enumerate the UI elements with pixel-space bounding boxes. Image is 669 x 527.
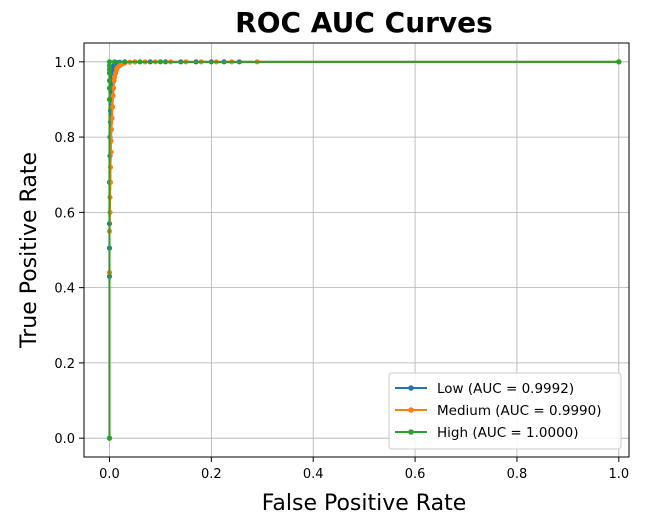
y-axis-label: True Positive Rate [17, 152, 42, 349]
data-point [106, 59, 113, 65]
data-point [106, 96, 113, 103]
series-layer [106, 59, 622, 441]
series-3 [106, 59, 622, 441]
legend-box [388, 372, 622, 450]
ticks: 0.0 0.2 0.4 0.6 0.8 1.0 0.0 0.2 0.4 0.6 0.8 1.0 [54, 56, 629, 482]
data-point [157, 59, 163, 65]
data-point [106, 62, 113, 69]
y-tick-label: 0.6 [54, 206, 75, 221]
legend-label: Low (AUC = 0.9992) [437, 381, 574, 397]
legend-marker [408, 429, 414, 435]
legend-marker [408, 407, 414, 413]
data-point [616, 59, 622, 65]
chart-title: ROC AUC Curves [235, 6, 493, 39]
x-axis-label: False Positive Rate [262, 491, 466, 516]
data-point [109, 104, 116, 110]
y-tick-label: 0.4 [54, 282, 75, 297]
x-tick-label: 0.4 [303, 467, 324, 482]
y-tick-label: 0.8 [54, 131, 75, 146]
x-tick-label: 0.0 [99, 467, 120, 482]
y-tick-label: 0.0 [54, 432, 75, 447]
legend-marker [408, 385, 414, 391]
plot-frame [83, 42, 630, 458]
x-tick-label: 1.0 [608, 467, 629, 482]
data-point [106, 85, 113, 91]
legend-label: Medium (AUC = 0.9990) [437, 403, 601, 419]
legend-label: High (AUC = 1.0000) [437, 425, 579, 441]
x-tick-label: 0.6 [405, 467, 426, 482]
y-tick-label: 0.2 [54, 357, 75, 372]
data-point [137, 59, 143, 65]
data-point [106, 66, 113, 72]
data-point [106, 435, 113, 441]
data-point [106, 78, 113, 84]
legend: Low (AUC = 0.9992) Medium (AUC = 0.9990) H… [388, 372, 622, 450]
x-tick-label: 0.2 [201, 467, 222, 482]
data-point [109, 115, 115, 121]
data-point [111, 59, 118, 65]
data-point [110, 93, 116, 99]
y-tick-label: 1.0 [54, 56, 75, 71]
x-tick-label: 0.8 [507, 467, 528, 482]
data-point [106, 70, 113, 76]
data-point [110, 85, 117, 91]
data-point [122, 59, 128, 65]
